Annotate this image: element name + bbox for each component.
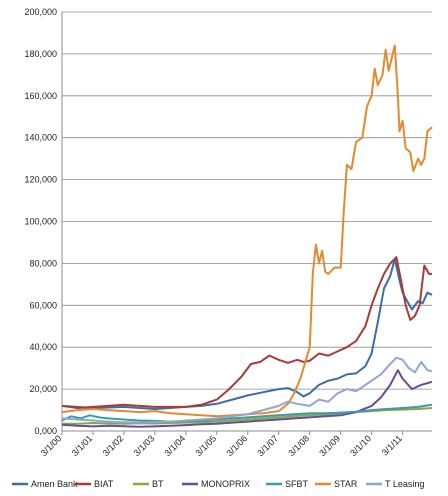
gridlines	[62, 11, 432, 390]
y-tick-labels: 0,000 20,000 40,000 60,000 80,000 100,000 120,…	[24, 7, 57, 436]
x-tick-label: 3/1/00	[39, 433, 64, 458]
y-tick-label: 0,000	[34, 426, 57, 436]
legend-label-bt: BT	[152, 479, 164, 489]
y-tick-label: 60,000	[29, 300, 57, 310]
y-tick-label: 80,000	[29, 258, 57, 268]
y-tick-label: 120,000	[24, 175, 57, 185]
y-tick-label: 180,000	[24, 49, 57, 59]
series-lines	[61, 44, 433, 428]
legend-label-t-leasing: T Leasing	[385, 479, 424, 489]
series-line-biat	[61, 256, 432, 409]
y-tick-label: 160,000	[24, 91, 57, 101]
x-tick-label: 3/1/10	[348, 433, 373, 458]
x-tick-label: 3/1/06	[224, 433, 249, 458]
x-tick-label: 3/1/08	[286, 433, 311, 458]
x-tick-label: 3/1/05	[193, 433, 218, 458]
x-tick-labels: 3/1/00 3/1/01 3/1/02 3/1/03 3/1/04 3/1/05 3/1/…	[39, 433, 404, 458]
legend-label-amen-bank: Amen Bank	[31, 479, 78, 489]
y-tick-label: 100,000	[24, 217, 57, 227]
x-tick-label: 3/1/09	[317, 433, 342, 458]
legend-label-sfbt: SFBT	[285, 479, 309, 489]
y-tick-label: 40,000	[29, 342, 57, 352]
series-line-star	[61, 44, 433, 418]
legend-label-monoprix: MONOPRIX	[201, 479, 250, 489]
y-tick-label: 200,000	[24, 7, 57, 17]
x-tick-label: 3/1/03	[132, 433, 157, 458]
axes	[61, 12, 432, 435]
x-tick-label: 3/1/02	[101, 433, 126, 458]
series-line-amen-bank	[61, 258, 433, 410]
x-tick-label: 3/1/04	[162, 433, 187, 458]
legend-label-biat: BIAT	[94, 479, 114, 489]
y-tick-label: 140,000	[24, 133, 57, 143]
x-tick-label: 3/1/01	[70, 433, 95, 458]
series-line-monoprix	[61, 369, 433, 428]
x-tick-label: 3/1/11	[380, 433, 404, 457]
series-line-t-leasing	[61, 356, 433, 424]
x-tick-label: 3/1/07	[255, 433, 280, 458]
series-line-sfbt	[61, 403, 433, 423]
legend: Amen Bank BIAT BT MONOPRIX SFBT STAR T Leasing	[12, 479, 424, 489]
y-tick-label: 20,000	[29, 384, 57, 394]
legend-label-star: STAR	[334, 479, 358, 489]
